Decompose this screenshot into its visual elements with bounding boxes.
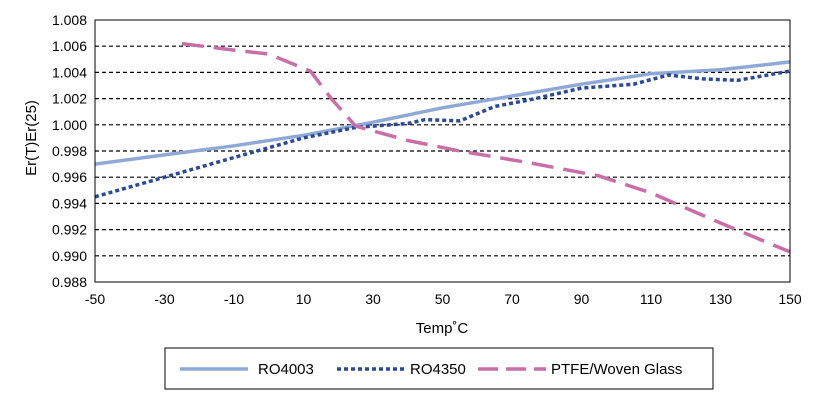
x-tick-label: 90	[574, 291, 590, 307]
series-line-2	[94, 69, 791, 199]
series-line-1	[94, 60, 791, 166]
y-tick-label: 1.002	[52, 91, 87, 107]
legend-label-1: RO4003	[258, 361, 314, 378]
x-tick-label: 150	[778, 291, 802, 307]
series-lines	[94, 41, 791, 254]
x-tick-label: 110	[640, 291, 663, 307]
x-tick-label: 30	[365, 291, 381, 307]
y-tick-label: 0.998	[52, 143, 87, 159]
legend: RO4003 RO4350 PTFE/Woven Glass	[164, 347, 714, 390]
y-tick-label: 0.988	[52, 274, 87, 290]
legend-label-3: PTFE/Woven Glass	[551, 361, 682, 378]
x-tick-labels: -50 -30 -10 10 30 50 70 90 110 130 150	[85, 291, 802, 307]
y-tick-label: 1.004	[52, 64, 87, 80]
y-tick-label: 1.006	[52, 38, 87, 54]
y-tick-label: 1.000	[52, 117, 87, 133]
y-tick-label: 0.992	[52, 222, 87, 238]
x-axis-title: Temp˚C	[416, 320, 469, 337]
legend-label-2: RO4350	[410, 361, 466, 378]
x-tick-label: 10	[296, 291, 312, 307]
y-tick-labels: 0.988 0.990 0.992 0.994 0.996 0.998 1.000 1.002…	[52, 12, 87, 290]
x-tick-label: 130	[709, 291, 733, 307]
series-line-3	[181, 41, 791, 254]
x-tick-label: 70	[504, 291, 520, 307]
x-tick-label: 50	[435, 291, 451, 307]
plot-area-frame	[94, 19, 791, 283]
y-tick-label: 0.994	[52, 195, 87, 211]
y-tick-label: 0.996	[52, 169, 87, 185]
legend-box	[164, 347, 714, 390]
x-tick-label: -30	[154, 291, 174, 307]
y-tick-label: 1.008	[52, 12, 87, 28]
y-axis-title: Er(T)Er(25)	[23, 100, 40, 176]
x-tick-label: -50	[85, 291, 105, 307]
x-tick-label: -10	[224, 291, 244, 307]
y-grid	[95, 45, 790, 257]
y-tick-label: 0.990	[52, 248, 87, 264]
